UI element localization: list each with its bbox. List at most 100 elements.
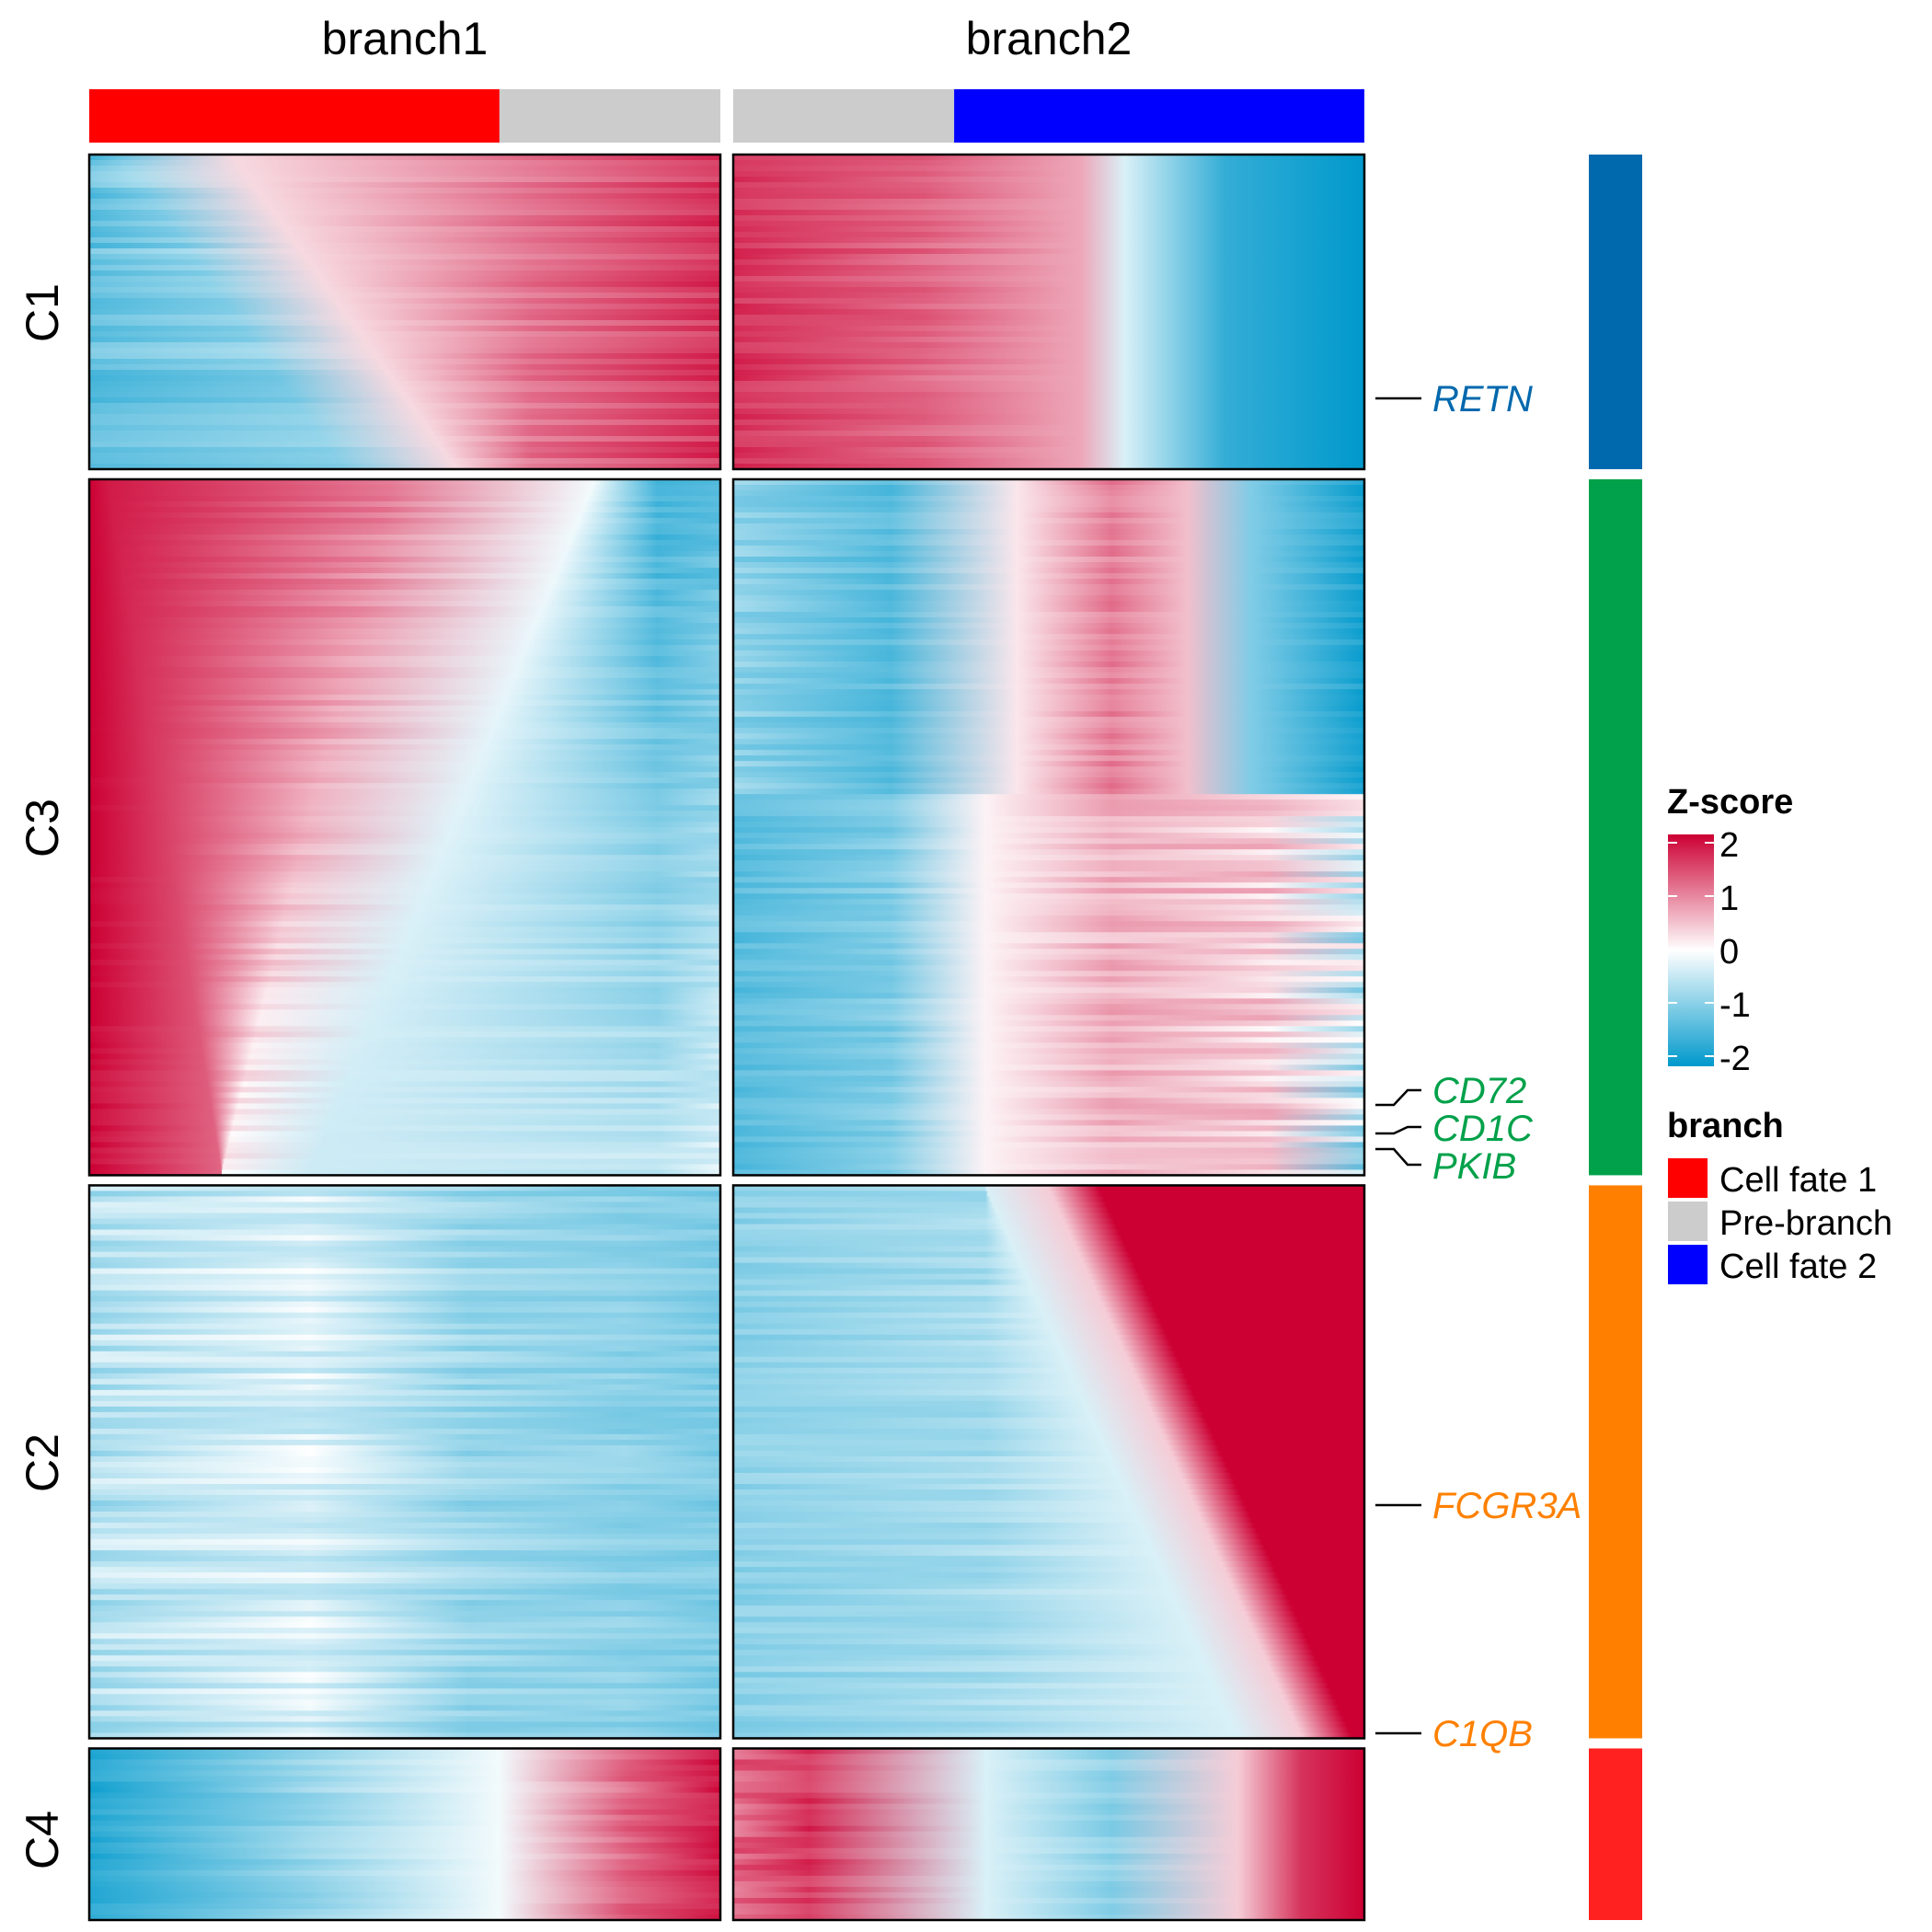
heatmap-row bbox=[89, 1512, 720, 1518]
heatmap-row bbox=[89, 794, 720, 800]
heatmap-row bbox=[733, 1444, 1364, 1452]
heatmap-row bbox=[89, 1147, 720, 1155]
heatmap-row bbox=[733, 915, 1364, 922]
heatmap-row bbox=[89, 1235, 720, 1242]
heatmap-row bbox=[89, 1246, 720, 1253]
heatmap-row bbox=[733, 1009, 1364, 1016]
heatmap-row bbox=[89, 397, 720, 404]
heatmap-row bbox=[733, 811, 1364, 817]
heatmap-row bbox=[733, 1517, 1364, 1524]
heatmap-row bbox=[733, 1185, 1364, 1192]
heatmap-row bbox=[733, 1578, 1364, 1584]
panel-border bbox=[731, 1184, 1366, 1740]
heatmap-row bbox=[89, 159, 720, 167]
heatmap-row bbox=[89, 844, 720, 850]
heatmap-row bbox=[89, 623, 720, 629]
heatmap-row bbox=[733, 1787, 1364, 1794]
zscore-legend-title: Z-score bbox=[1667, 783, 1793, 822]
heatmap-row bbox=[733, 478, 1364, 486]
heatmap-row bbox=[89, 231, 720, 238]
heatmap-row bbox=[89, 976, 720, 983]
heatmap-row bbox=[733, 1279, 1364, 1286]
heatmap-row bbox=[733, 568, 1364, 574]
heatmap-row bbox=[733, 606, 1364, 613]
heatmap-row bbox=[733, 772, 1364, 778]
heatmap-row bbox=[89, 1450, 720, 1457]
heatmap-row bbox=[733, 1567, 1364, 1573]
panel-c2-branch2 bbox=[731, 1184, 1366, 1740]
heatmap-row bbox=[89, 595, 720, 602]
heatmap-row bbox=[89, 1655, 720, 1662]
heatmap-row bbox=[89, 1306, 720, 1314]
heatmap-row bbox=[733, 1109, 1364, 1115]
heatmap-row bbox=[733, 1455, 1364, 1463]
heatmap-row bbox=[733, 1694, 1364, 1701]
heatmap-row bbox=[733, 270, 1364, 277]
heatmap-row bbox=[733, 1869, 1364, 1877]
heatmap-row bbox=[733, 1650, 1364, 1656]
heatmap-row bbox=[89, 369, 720, 376]
heatmap-row bbox=[733, 695, 1364, 701]
heatmap-row bbox=[89, 484, 720, 491]
heatmap-row bbox=[733, 1131, 1364, 1138]
heatmap-row bbox=[733, 1853, 1364, 1860]
heatmap-row bbox=[89, 689, 720, 696]
cluster-title-c2: C2 bbox=[17, 1433, 68, 1492]
heatmap-row bbox=[89, 1224, 720, 1231]
heatmap-row bbox=[89, 1539, 720, 1546]
heatmap-row bbox=[733, 424, 1364, 431]
column-title-branch1: branch1 bbox=[322, 13, 489, 64]
heatmap-row bbox=[733, 1158, 1364, 1166]
zscore-tick-label-0: 0 bbox=[1719, 933, 1739, 972]
heatmap-row bbox=[733, 1836, 1364, 1844]
heatmap-row bbox=[733, 187, 1364, 194]
heatmap-row bbox=[733, 1087, 1364, 1093]
heatmap-row bbox=[733, 833, 1364, 839]
heatmap-row bbox=[89, 363, 720, 371]
heatmap-row bbox=[733, 413, 1364, 420]
heatmap-row bbox=[733, 1240, 1364, 1248]
heatmap-row bbox=[89, 478, 720, 486]
heatmap-row bbox=[733, 761, 1364, 767]
heatmap-row bbox=[89, 281, 720, 288]
panel-border bbox=[731, 153, 1366, 471]
heatmap-row bbox=[89, 419, 720, 426]
heatmap-row bbox=[89, 358, 720, 365]
heatmap-row bbox=[89, 446, 720, 454]
heatmap-row bbox=[733, 1627, 1364, 1634]
heatmap-row bbox=[89, 1323, 720, 1330]
heatmap-row bbox=[733, 926, 1364, 933]
heatmap-row bbox=[89, 1048, 720, 1054]
heatmap-row bbox=[733, 893, 1364, 900]
heatmap-row bbox=[733, 976, 1364, 983]
heatmap-row bbox=[89, 176, 720, 183]
heatmap-row bbox=[89, 1417, 720, 1424]
heatmap-row bbox=[89, 777, 720, 784]
heatmap-row bbox=[733, 489, 1364, 497]
heatmap-row bbox=[733, 1004, 1364, 1010]
heatmap-row bbox=[89, 170, 720, 178]
heatmap-row bbox=[733, 689, 1364, 696]
heatmap-row bbox=[89, 551, 720, 558]
heatmap-row bbox=[733, 844, 1364, 850]
heatmap-row bbox=[89, 325, 720, 332]
cluster-bar-c1 bbox=[1589, 155, 1642, 469]
heatmap-row bbox=[733, 1196, 1364, 1203]
panel-border bbox=[731, 477, 1366, 1177]
heatmap-row bbox=[733, 1092, 1364, 1098]
heatmap-row bbox=[89, 1721, 720, 1729]
heatmap-row bbox=[733, 1345, 1364, 1352]
heatmap-row bbox=[733, 838, 1364, 845]
heatmap-row bbox=[733, 1864, 1364, 1871]
heatmap-row bbox=[733, 799, 1364, 806]
heatmap-row bbox=[89, 512, 720, 519]
heatmap-row bbox=[89, 1798, 720, 1805]
heatmap-row bbox=[733, 1776, 1364, 1783]
heatmap-row bbox=[89, 1059, 720, 1065]
heatmap-row bbox=[733, 1406, 1364, 1413]
heatmap-row bbox=[733, 971, 1364, 977]
heatmap-row bbox=[733, 391, 1364, 398]
heatmap-row bbox=[733, 1644, 1364, 1650]
heatmap-row bbox=[89, 1103, 720, 1110]
heatmap-row bbox=[733, 822, 1364, 828]
